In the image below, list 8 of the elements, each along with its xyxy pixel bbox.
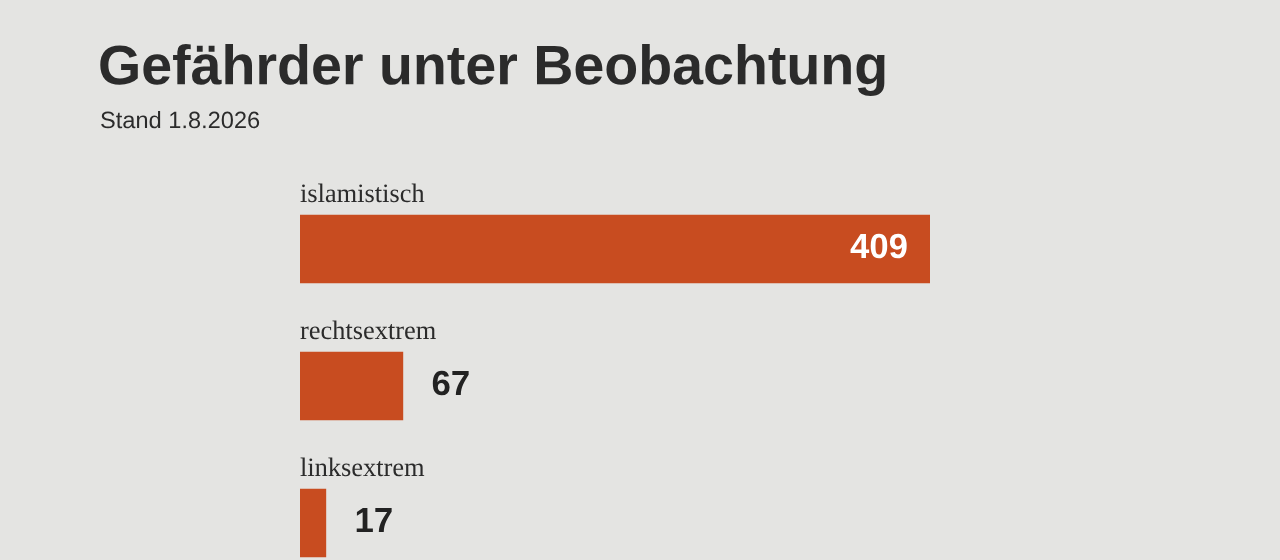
data-label: 17: [356, 508, 392, 532]
y-tick-label: rechtsextrem: [300, 320, 436, 340]
y-tick-label: linksextrem: [300, 457, 425, 477]
y-tick-label: islamistisch: [300, 183, 425, 203]
data-label: 67: [432, 370, 469, 396]
chart-title: Gefährder unter Beobachtung: [100, 43, 885, 97]
data-label: 409: [850, 233, 907, 259]
chart-subtitle: Stand 1.8.2026: [101, 111, 260, 129]
